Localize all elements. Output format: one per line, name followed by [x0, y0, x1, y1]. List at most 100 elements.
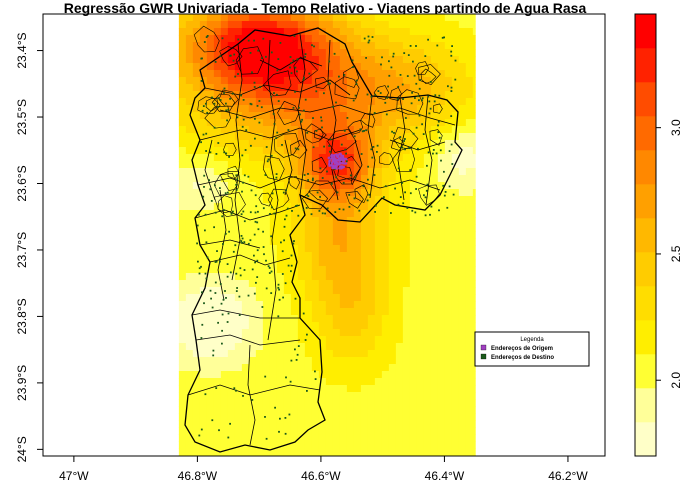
raster-cell [192, 266, 201, 274]
destination-point [373, 112, 376, 114]
raster-cell [332, 63, 341, 71]
raster-cell [381, 266, 390, 274]
raster-cell [276, 126, 285, 134]
raster-cell [444, 126, 453, 134]
raster-cell [199, 350, 208, 358]
raster-cell [381, 112, 390, 120]
raster-cell [458, 280, 467, 288]
destination-point [266, 160, 269, 163]
raster-cell [325, 98, 334, 106]
raster-cell [346, 245, 355, 253]
raster-cell [416, 399, 425, 407]
destination-point [328, 60, 331, 63]
raster-cell [199, 133, 208, 141]
raster-cell [367, 168, 376, 176]
raster-cell [367, 273, 376, 281]
raster-cell [325, 259, 334, 267]
destination-point [235, 290, 238, 292]
raster-cell [360, 392, 369, 400]
raster-cell [472, 49, 476, 57]
raster-cell [472, 217, 476, 225]
raster-cell [402, 406, 411, 414]
destination-point [293, 240, 295, 242]
origin-point [330, 153, 333, 156]
raster-cell [437, 168, 446, 176]
raster-cell [304, 112, 313, 120]
raster-cell [388, 119, 397, 127]
raster-cell [262, 84, 271, 92]
raster-cell [346, 378, 355, 386]
raster-cell [409, 385, 418, 393]
raster-cell [451, 315, 460, 323]
raster-cell [234, 238, 243, 246]
raster-cell [185, 70, 194, 78]
raster-cell [416, 133, 425, 141]
raster-cell [367, 343, 376, 351]
raster-cell [304, 378, 313, 386]
destination-point [442, 184, 445, 187]
raster-cell [346, 329, 355, 337]
raster-cell [325, 273, 334, 281]
raster-cell [332, 308, 341, 316]
raster-cell [185, 392, 194, 400]
raster-cell [213, 392, 222, 400]
raster-cell [437, 329, 446, 337]
raster-cell [388, 105, 397, 113]
raster-cell [465, 399, 474, 407]
raster-cell [465, 245, 474, 253]
raster-cell [451, 63, 460, 71]
raster-cell [325, 315, 334, 323]
raster-cell [395, 203, 404, 211]
raster-cell [304, 329, 313, 337]
destination-point [346, 117, 349, 119]
raster-cell [262, 350, 271, 358]
destination-point [298, 106, 300, 109]
destination-point [345, 152, 347, 155]
raster-cell [283, 175, 292, 183]
raster-cell [346, 224, 355, 232]
raster-cell [437, 182, 446, 190]
raster-cell [227, 364, 236, 372]
raster-cell [416, 238, 425, 246]
raster-cell [276, 413, 285, 421]
raster-cell [402, 84, 411, 92]
raster-cell [430, 378, 439, 386]
district-boundary [218, 89, 239, 107]
raster-cell [430, 287, 439, 295]
raster-cell [276, 196, 285, 204]
raster-cell [374, 98, 383, 106]
raster-cell [465, 14, 474, 22]
raster-cell [213, 77, 222, 85]
raster-cell [353, 329, 362, 337]
destination-point [242, 99, 245, 101]
raster-cell [472, 441, 476, 449]
raster-cell [409, 203, 418, 211]
raster-cell [339, 378, 348, 386]
raster-cell [346, 322, 355, 330]
raster-cell [409, 399, 418, 407]
raster-cell [290, 329, 299, 337]
district-boundary [327, 39, 339, 201]
raster-cell [465, 49, 474, 57]
raster-cell [388, 70, 397, 78]
raster-cell [325, 280, 334, 288]
destination-point [323, 92, 325, 95]
raster-cell [451, 224, 460, 232]
district-boundary [333, 166, 353, 185]
raster-cell [388, 322, 397, 330]
raster-cell [472, 259, 476, 267]
raster-cell [192, 273, 201, 281]
raster-cell [395, 420, 404, 428]
raster-cell [220, 28, 229, 36]
destination-point [321, 126, 323, 129]
raster-cell [360, 63, 369, 71]
raster-cell [199, 21, 208, 29]
raster-cell [374, 154, 383, 162]
raster-cell [353, 280, 362, 288]
raster-cell [374, 112, 383, 120]
raster-cell [234, 350, 243, 358]
raster-cell [458, 210, 467, 218]
raster-cell [353, 28, 362, 36]
raster-cell [332, 21, 341, 29]
raster-cell [353, 252, 362, 260]
